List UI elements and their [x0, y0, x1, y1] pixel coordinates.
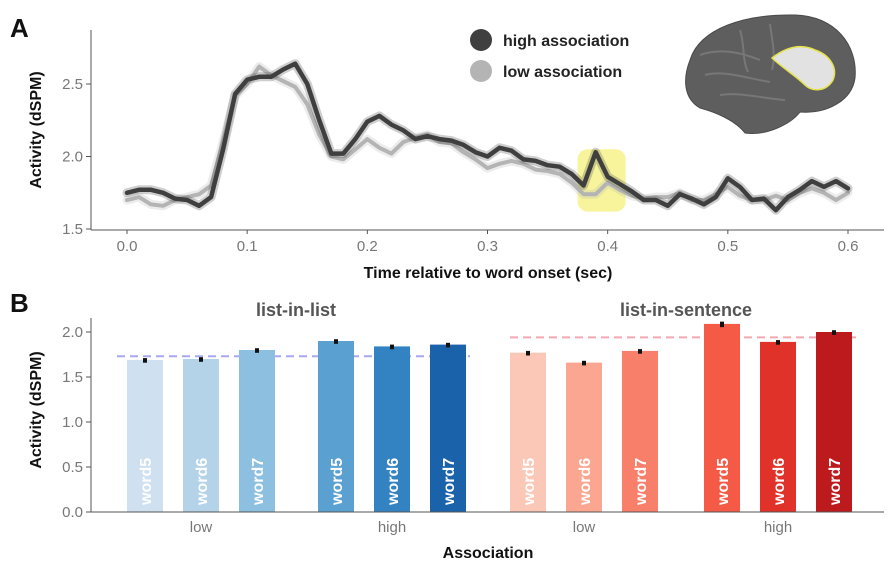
bar-word5	[127, 359, 163, 512]
x-tick-label: 0.6	[838, 238, 859, 255]
legend: high association low association	[470, 29, 629, 82]
y-axis-ticks-b: 0.0 0.5 1.0 1.5 2.0	[62, 324, 91, 521]
bar-label: word5	[521, 458, 538, 506]
facet-title-list-in-sentence: list-in-sentence	[620, 300, 752, 320]
bar-label: word6	[771, 458, 788, 506]
legend-label-high: high association	[503, 33, 629, 50]
x-tick-label: 0.2	[357, 238, 378, 255]
panel-a-line-chart: 0.0 0.1 0.2 0.3 0.4 0.5 0.6 1.5 2.0 2.5 Time rel…	[28, 14, 884, 282]
bar-word6	[760, 341, 796, 512]
y-tick-label: 1.5	[62, 369, 83, 386]
x-tick-label: 0.0	[117, 238, 138, 255]
legend-swatch-low	[470, 60, 492, 82]
error-bar	[720, 321, 724, 328]
bar-label: word6	[577, 458, 594, 506]
error-bar	[638, 349, 642, 354]
legend-swatch-high	[470, 29, 492, 51]
series-line-high-association	[124, 61, 851, 213]
bar-word6	[566, 362, 602, 512]
series-line-low-association	[125, 64, 850, 208]
error-bar	[446, 342, 450, 348]
panel-b-letter: B	[10, 288, 29, 318]
group-label-low: low	[190, 519, 213, 536]
error-bar	[526, 350, 530, 356]
bar-label: word5	[329, 458, 346, 506]
bar-label: word7	[250, 458, 267, 506]
x-tick-label: 0.1	[237, 238, 258, 255]
group-label-high: high	[764, 519, 792, 536]
error-bar	[832, 330, 836, 335]
bar-label: word7	[633, 458, 650, 506]
panel-a-letter: A	[10, 13, 29, 43]
bar-word5	[510, 352, 546, 512]
bar-label: word6	[385, 458, 402, 506]
y-axis-title-b: Activity (dSPM)	[28, 351, 45, 468]
x-axis-title: Time relative to word onset (sec)	[364, 265, 613, 282]
bar-word5	[318, 341, 354, 512]
bar-word7	[239, 350, 275, 512]
legend-label-low: low association	[503, 64, 622, 81]
group-label-high: high	[378, 519, 406, 536]
error-bar	[255, 348, 259, 353]
x-tick-label: 0.5	[717, 238, 738, 255]
error-bar	[582, 360, 586, 366]
error-bar	[390, 344, 394, 350]
bar-word7	[430, 344, 466, 512]
bar-word7	[622, 350, 658, 512]
error-bar	[143, 358, 147, 363]
bar-label: word5	[138, 458, 155, 506]
bar-word7	[816, 332, 852, 512]
bar-label: word7	[827, 458, 844, 506]
x-axis-ticks: 0.0 0.1 0.2 0.3 0.4 0.5 0.6	[117, 230, 859, 255]
brain-region-icon	[685, 14, 856, 134]
y-tick-label: 0.0	[62, 504, 83, 521]
y-axis-ticks: 1.5 2.0 2.5	[62, 76, 91, 238]
y-tick-label: 0.5	[62, 459, 83, 476]
error-bar	[334, 339, 338, 344]
bar-label: word6	[194, 458, 211, 506]
y-axis-title: Activity (dSPM)	[28, 71, 45, 188]
group-labels: low high low high	[190, 519, 792, 536]
facet-title-list-in-list: list-in-list	[256, 300, 336, 320]
panel-b-bar-chart: list-in-list list-in-sentence word5 word6…	[28, 300, 884, 562]
y-tick-label: 2.0	[62, 324, 83, 341]
group-label-low: low	[573, 519, 596, 536]
y-tick-label: 2.5	[62, 76, 83, 93]
y-tick-label: 1.0	[62, 414, 83, 431]
y-tick-label: 1.5	[62, 221, 83, 238]
bar-word6	[374, 346, 410, 512]
bar-label: word7	[441, 458, 458, 506]
x-tick-label: 0.3	[477, 238, 498, 255]
bar-word5	[704, 323, 740, 512]
x-tick-label: 0.4	[597, 238, 618, 255]
bar-word6	[183, 359, 219, 512]
x-axis-title-b: Association	[443, 545, 534, 562]
y-tick-label: 2.0	[62, 149, 83, 166]
bars-group: word5 word6 word7 word5 word6 word7 word5 word6…	[117, 321, 860, 512]
bar-label: word5	[715, 458, 732, 506]
error-bar	[199, 357, 203, 362]
line-series-group	[122, 59, 853, 215]
error-bar	[776, 340, 780, 345]
